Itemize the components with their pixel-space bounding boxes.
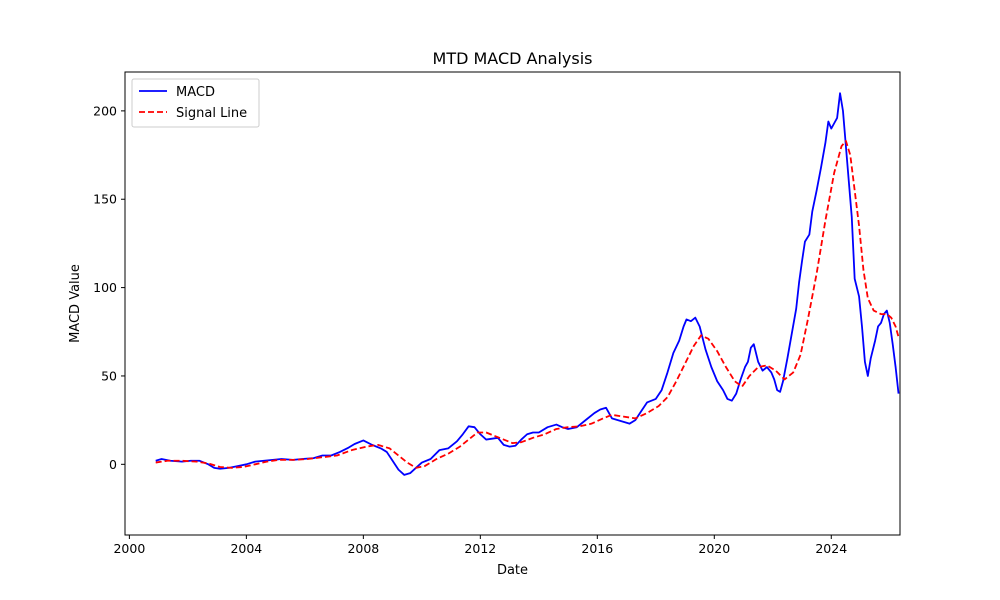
- y-axis-label: MACD Value: [68, 264, 83, 343]
- plot-area: [155, 92, 900, 476]
- x-tick-label: 2008: [347, 541, 379, 556]
- y-axis: 0 50 100 150 200: [93, 103, 125, 472]
- y-tick-label: 50: [101, 368, 117, 383]
- legend-signal-label: Signal Line: [176, 106, 247, 121]
- legend-macd-label: MACD: [176, 85, 215, 100]
- chart-title: MTD MACD Analysis: [433, 49, 593, 68]
- legend: MACD Signal Line: [131, 78, 260, 128]
- y-tick-label: 200: [93, 103, 117, 118]
- x-axis-label: Date: [497, 563, 528, 578]
- x-tick-label: 2020: [698, 541, 730, 556]
- x-tick-label: 2000: [113, 541, 145, 556]
- x-tick-label: 2004: [230, 541, 262, 556]
- y-tick-label: 0: [109, 457, 117, 472]
- x-tick-label: 2024: [815, 541, 847, 556]
- x-tick-label: 2016: [581, 541, 613, 556]
- x-axis: 2000 2004 2008 2012 2016 2020 2024: [113, 535, 847, 556]
- series-line-signal-line: [155, 140, 900, 469]
- x-tick-label: 2012: [464, 541, 496, 556]
- y-tick-label: 100: [93, 280, 117, 295]
- y-tick-label: 150: [93, 192, 117, 207]
- plot-frame: [124, 71, 901, 536]
- series-line-macd: [155, 92, 900, 476]
